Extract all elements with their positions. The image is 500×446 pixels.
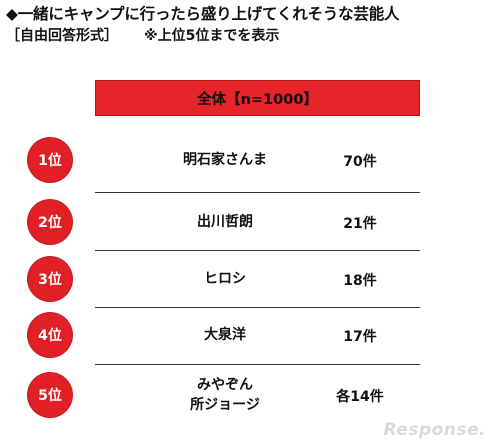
row-separator (95, 192, 420, 193)
total-header: 全体【n=1000】 (95, 80, 420, 116)
rank-badge: 4位 (28, 313, 72, 357)
row-separator (95, 364, 420, 365)
answer-count: 18件 (343, 273, 377, 289)
celebrity-name: 大泉洋 (150, 325, 300, 345)
rank-badge: 1位 (28, 138, 72, 182)
celebrity-name-line: 所ジョージ (190, 397, 260, 413)
answer-count: 各14件 (336, 389, 384, 405)
rank-badge: 5位 (28, 373, 72, 417)
celebrity-name: 明石家さんま (150, 150, 300, 170)
celebrity-name-line: ヒロシ (204, 271, 246, 287)
answer-count: 17件 (343, 329, 377, 345)
answer-count: 21件 (343, 216, 377, 232)
chart-title: ◆一緒にキャンプに行ったら盛り上げてくれそうな芸能人 (6, 5, 400, 23)
celebrity-name-line: みやぞん (197, 377, 253, 393)
display-note: ※上位5位までを表示 (144, 28, 280, 44)
rank-badge: 2位 (28, 200, 72, 244)
row-separator (95, 307, 420, 308)
celebrity-name: ヒロシ (150, 269, 300, 289)
answer-count: 70件 (343, 154, 377, 170)
answer-format: ［自由回答形式］ (6, 28, 118, 44)
celebrity-name-line: 出川哲朗 (197, 214, 253, 230)
celebrity-name-line: 明石家さんま (183, 152, 267, 168)
chart-subtitle: ［自由回答形式］ ※上位5位までを表示 (6, 25, 279, 45)
response-watermark: Response. (383, 420, 486, 440)
celebrity-name: 出川哲朗 (150, 212, 300, 232)
row-separator (95, 250, 420, 251)
celebrity-name: みやぞん 所ジョージ (150, 375, 300, 415)
rank-badge: 3位 (28, 257, 72, 301)
celebrity-name-line: 大泉洋 (204, 327, 246, 343)
